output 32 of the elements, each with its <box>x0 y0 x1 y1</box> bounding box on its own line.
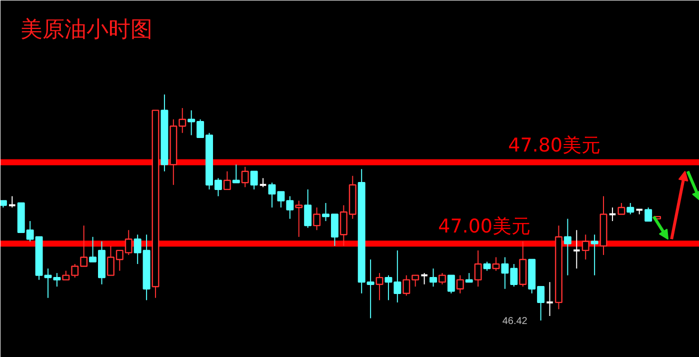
candlestick <box>608 207 617 222</box>
candlestick <box>313 207 321 231</box>
candlestick <box>232 164 240 184</box>
candlestick <box>483 261 491 272</box>
candlestick <box>618 202 626 215</box>
candlestick <box>447 274 455 294</box>
candlestick <box>582 234 590 260</box>
candlestick <box>420 272 428 285</box>
candlestick <box>465 272 473 283</box>
candlestick <box>626 202 634 215</box>
candlestick <box>258 178 268 188</box>
candlestick <box>250 170 258 190</box>
candlestick <box>223 170 231 190</box>
ref-line-label: 47.80美元 <box>508 134 601 156</box>
candlestick <box>430 268 438 288</box>
ref-line-label: 47.00美元 <box>438 216 531 238</box>
annotation: 46.42 <box>502 316 528 327</box>
candlestick <box>295 200 303 238</box>
candlestick <box>438 272 446 285</box>
candlestick <box>590 234 598 276</box>
candlestick <box>644 207 652 222</box>
candlestick <box>572 230 581 270</box>
candlestick <box>8 196 16 208</box>
candlestick <box>474 250 482 288</box>
candlestick <box>564 218 572 276</box>
candlestick <box>456 274 464 294</box>
chart-title: 美原油小时图 <box>20 18 152 42</box>
candlestick <box>304 188 312 228</box>
candlestick <box>376 272 384 301</box>
candlestick <box>546 282 554 316</box>
candlestick <box>241 166 249 188</box>
candlestick <box>492 256 500 272</box>
